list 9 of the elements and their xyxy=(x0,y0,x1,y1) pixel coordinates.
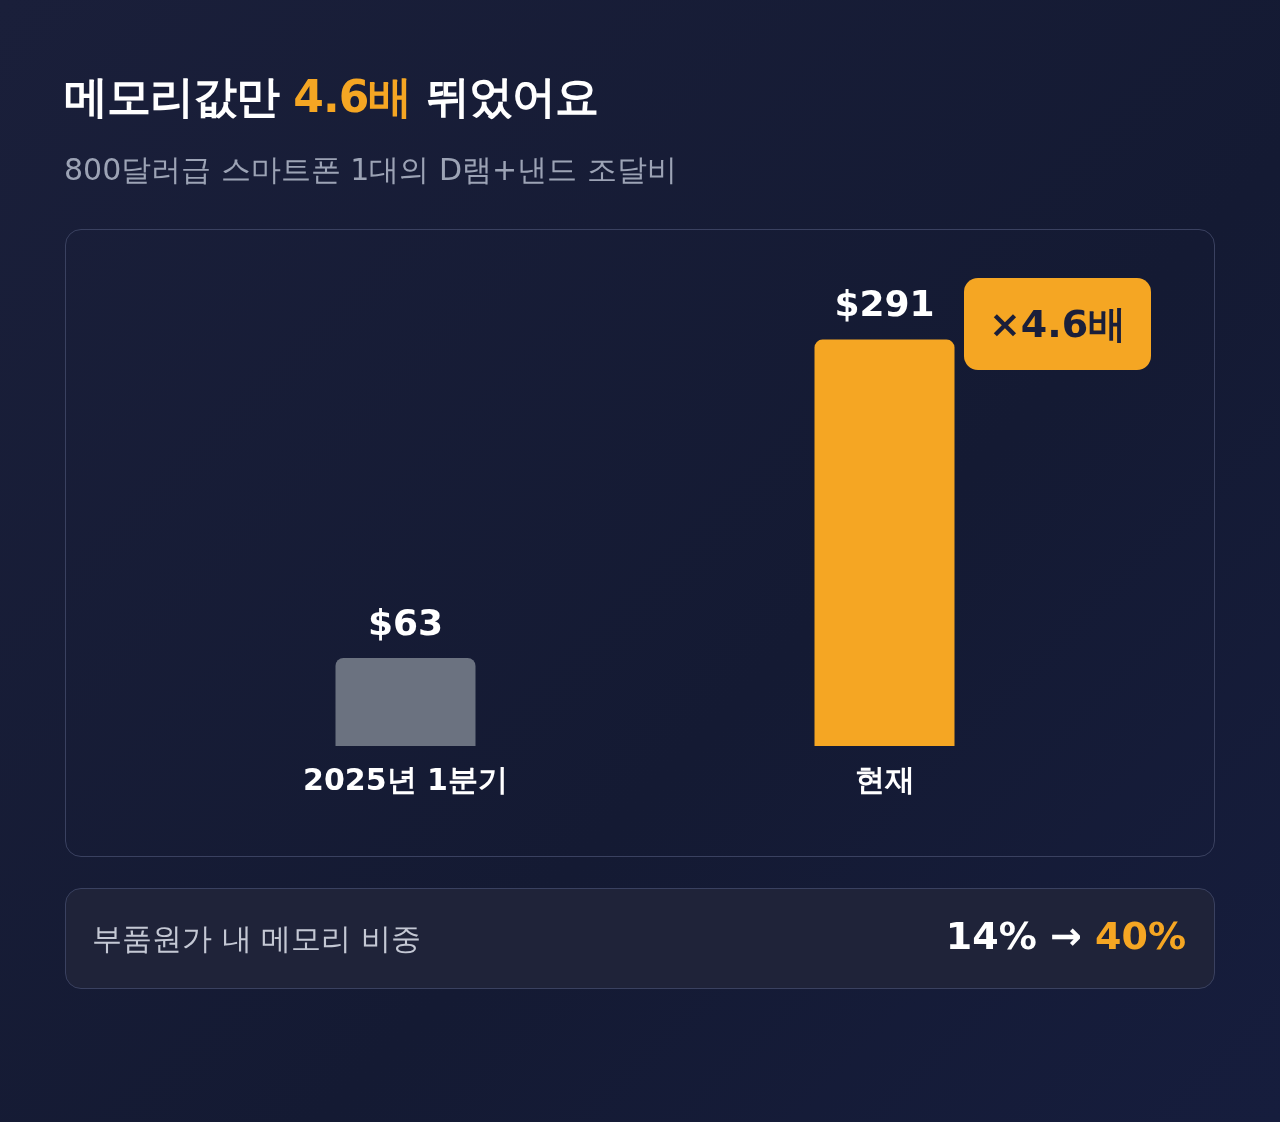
data-label: $291 xyxy=(834,283,935,325)
data-label: $63 xyxy=(367,601,444,643)
chart-subtitle: 800달러급 스마트폰 1대의 D램+낸드 조달비 xyxy=(64,151,677,189)
x-tick-label: 현재 xyxy=(854,761,915,797)
chart-title: 메모리값만 4.6배 뛰었어요 xyxy=(64,71,598,122)
x-tick-label: 2025년 1분기 xyxy=(303,761,508,797)
text: 부품원가 내 메모리 비중 xyxy=(92,920,421,958)
annotation: ×4.6배 xyxy=(964,278,1151,370)
text: 14% → 40% xyxy=(945,914,1186,958)
